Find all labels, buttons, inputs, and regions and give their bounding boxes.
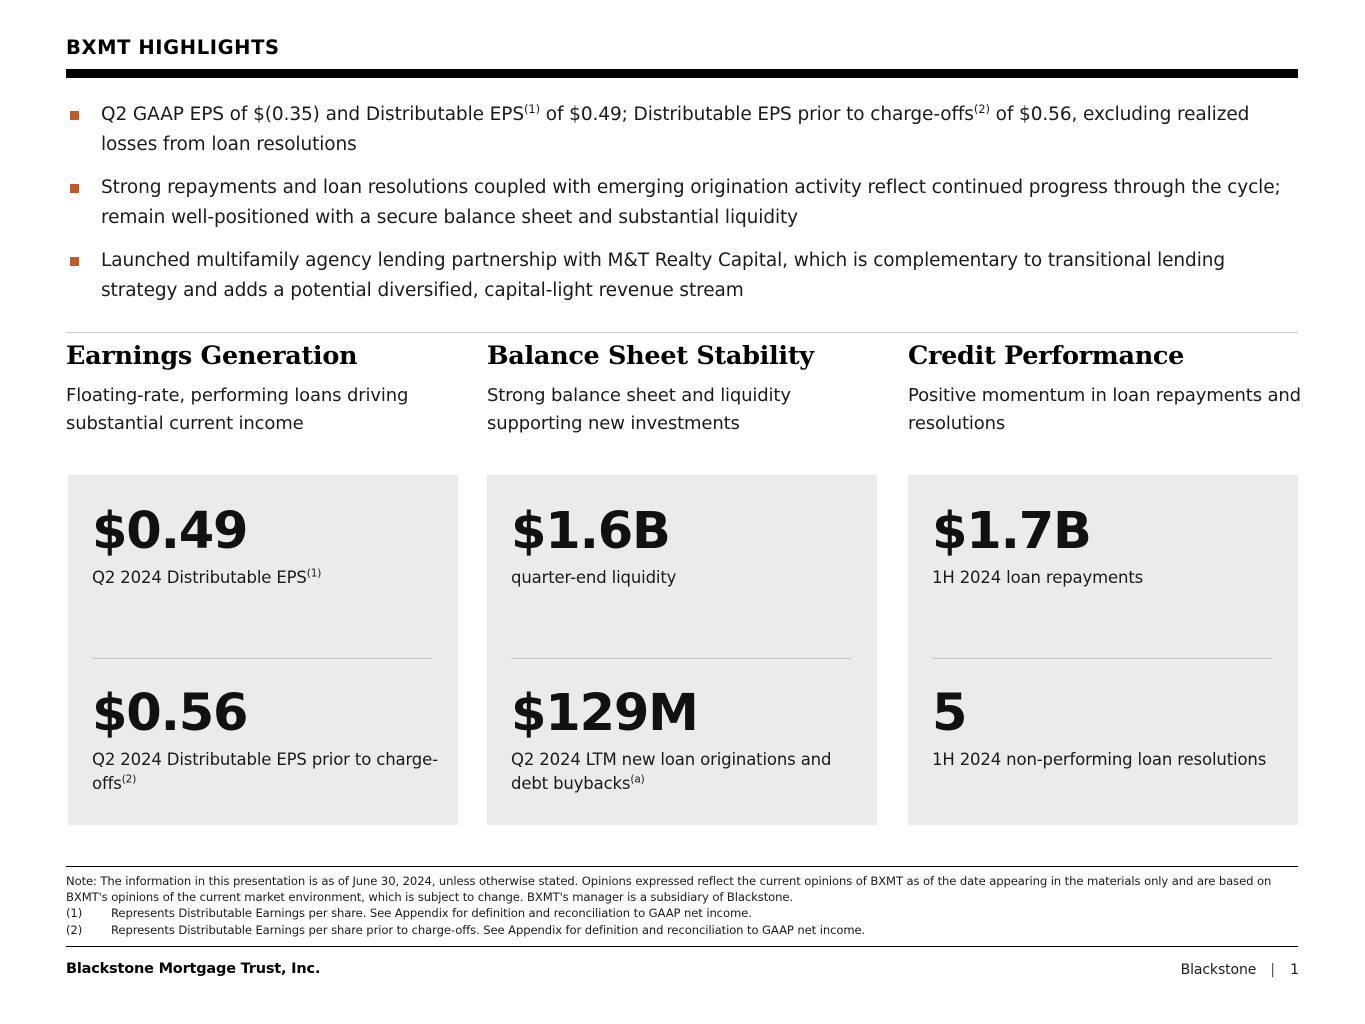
stat-value: $0.49	[92, 502, 249, 561]
stat-block: $1.7B 1H 2024 loan repayments	[932, 503, 1282, 590]
bullet-text-0: Q2 GAAP EPS of $(0.35) and Distributable…	[101, 101, 1250, 155]
stat-value: 5	[932, 684, 967, 743]
column-subtitle: Positive momentum in loan repayments and…	[908, 385, 1301, 434]
column-headings: Earnings Generation Floating-rate, perfo…	[0, 341, 1365, 451]
column-title: Balance Sheet Stability	[487, 341, 814, 371]
stat-card-balance-sheet-stability: $1.6B quarter-end liquidity $129M Q2 202…	[487, 475, 877, 825]
list-item: Q2 GAAP EPS of $(0.35) and Distributable…	[66, 100, 1300, 160]
stat-value: $0.56	[92, 684, 249, 743]
list-item: Strong repayments and loan resolutions c…	[66, 173, 1300, 233]
footer-separator: |	[1270, 962, 1275, 978]
footnote-item-2: (2) Represents Distributable Earnings pe…	[66, 922, 1298, 939]
stat-cards: $0.49 Q2 2024 Distributable EPS(1) $0.56…	[0, 475, 1365, 825]
footnote-text: Represents Distributable Earnings per sh…	[111, 923, 866, 937]
footnote-item-1: (1) Represents Distributable Earnings pe…	[66, 905, 1298, 922]
footnotes: Note: The information in this presentati…	[66, 874, 1298, 939]
stat-block: $129M Q2 2024 LTM new loan originations …	[511, 685, 861, 796]
column-title: Credit Performance	[908, 341, 1185, 371]
stat-block: $1.6B quarter-end liquidity	[511, 503, 861, 590]
square-bullet-icon	[70, 111, 79, 120]
bullet-text-1: Strong repayments and loan resolutions c…	[101, 177, 1281, 228]
title-rule	[66, 69, 1298, 78]
stat-label: Q2 2024 LTM new loan originations and de…	[511, 750, 832, 793]
stat-block: $0.49 Q2 2024 Distributable EPS(1)	[92, 503, 442, 590]
footer-brand-area: Blackstone | 1	[1181, 962, 1299, 978]
footnote-text: Represents Distributable Earnings per sh…	[111, 906, 752, 920]
stat-card-earnings-generation: $0.49 Q2 2024 Distributable EPS(1) $0.56…	[68, 475, 458, 825]
footnote-ref-2: (2)	[973, 101, 990, 116]
column-heading-credit-performance: Credit Performance Positive momentum in …	[908, 341, 1308, 438]
page-number: 1	[1290, 962, 1299, 978]
footnote-ref: (2)	[121, 773, 137, 786]
bullet-text-2: Launched multifamily agency lending part…	[101, 250, 1225, 301]
footnote-divider	[66, 866, 1298, 867]
square-bullet-icon	[70, 184, 79, 193]
stat-block: 5 1H 2024 non-performing loan resolution…	[932, 685, 1282, 772]
card-divider	[92, 658, 432, 659]
column-heading-earnings-generation: Earnings Generation Floating-rate, perfo…	[66, 341, 466, 438]
square-bullet-icon	[70, 257, 79, 266]
stat-value: $129M	[511, 684, 699, 743]
page-title: BXMT HIGHLIGHTS	[66, 36, 280, 59]
card-divider	[932, 658, 1272, 659]
footnote-ref-1: (1)	[523, 101, 540, 116]
list-item: Launched multifamily agency lending part…	[66, 246, 1300, 306]
stat-value: $1.6B	[511, 502, 671, 561]
footnote-ref: (1)	[306, 567, 322, 580]
section-divider	[66, 332, 1298, 333]
footer-divider	[66, 946, 1298, 947]
footer-brand: Blackstone	[1180, 962, 1257, 978]
footnote-marker: (2)	[66, 923, 83, 937]
column-subtitle: Strong balance sheet and liquidity suppo…	[487, 385, 791, 434]
column-title: Earnings Generation	[66, 341, 358, 371]
footnote-ref: (a)	[630, 773, 645, 786]
stat-block: $0.56 Q2 2024 Distributable EPS prior to…	[92, 685, 442, 796]
column-subtitle: Floating-rate, performing loans driving …	[66, 385, 409, 434]
stat-label: Q2 2024 Distributable EPS(1)	[92, 567, 322, 587]
footer-company-name: Blackstone Mortgage Trust, Inc.	[66, 961, 321, 977]
footnote-marker: (1)	[66, 906, 83, 920]
footnote-note: Note: The information in this presentati…	[66, 874, 1272, 904]
column-heading-balance-sheet-stability: Balance Sheet Stability Strong balance s…	[487, 341, 887, 438]
stat-label: Q2 2024 Distributable EPS prior to charg…	[92, 750, 438, 793]
stat-label: quarter-end liquidity	[511, 568, 677, 587]
stat-card-credit-performance: $1.7B 1H 2024 loan repayments 5 1H 2024 …	[908, 475, 1298, 825]
stat-value: $1.7B	[932, 502, 1092, 561]
stat-label: 1H 2024 non-performing loan resolutions	[932, 750, 1267, 769]
highlights-bullet-list: Q2 GAAP EPS of $(0.35) and Distributable…	[66, 100, 1300, 319]
stat-label: 1H 2024 loan repayments	[932, 568, 1144, 587]
card-divider	[511, 658, 851, 659]
